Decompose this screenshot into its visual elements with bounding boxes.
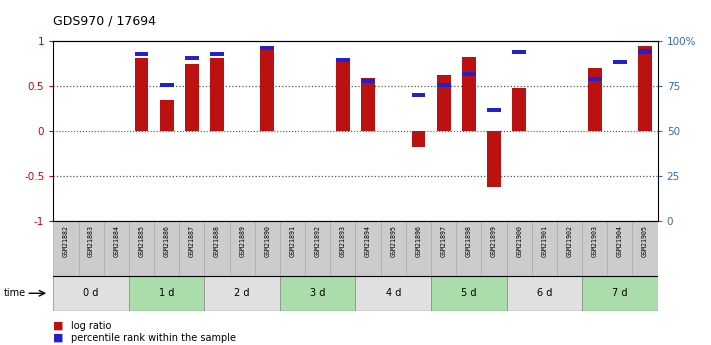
- Bar: [462, 72, 476, 76]
- Bar: [134, 52, 149, 56]
- Bar: [481, 221, 506, 276]
- Bar: [78, 221, 104, 276]
- Bar: [380, 221, 406, 276]
- Bar: [255, 221, 280, 276]
- Text: 6 d: 6 d: [537, 288, 552, 298]
- Bar: [205, 221, 230, 276]
- Text: GSM21889: GSM21889: [239, 225, 245, 257]
- Text: GSM21884: GSM21884: [113, 225, 119, 257]
- Bar: [431, 221, 456, 276]
- Bar: [160, 100, 173, 131]
- Bar: [129, 221, 154, 276]
- Text: GSM21901: GSM21901: [541, 225, 547, 257]
- Bar: [512, 88, 526, 131]
- Text: time: time: [4, 288, 26, 298]
- Bar: [134, 58, 149, 131]
- Bar: [582, 221, 607, 276]
- Bar: [613, 60, 627, 64]
- Text: GSM21882: GSM21882: [63, 225, 69, 257]
- Bar: [210, 58, 224, 131]
- Bar: [588, 68, 602, 131]
- Text: GSM21899: GSM21899: [491, 225, 497, 257]
- Text: GSM21892: GSM21892: [315, 225, 321, 257]
- Bar: [336, 58, 350, 61]
- Bar: [487, 131, 501, 187]
- Bar: [557, 221, 582, 276]
- Bar: [506, 276, 582, 310]
- Bar: [336, 60, 350, 131]
- Bar: [406, 221, 431, 276]
- Text: 1 d: 1 d: [159, 288, 174, 298]
- Bar: [487, 108, 501, 112]
- Bar: [512, 50, 526, 55]
- Text: 7 d: 7 d: [612, 288, 628, 298]
- Text: GSM21900: GSM21900: [516, 225, 522, 257]
- Text: GSM21904: GSM21904: [617, 225, 623, 257]
- Bar: [633, 221, 658, 276]
- Bar: [582, 276, 658, 310]
- Bar: [305, 221, 331, 276]
- Bar: [456, 221, 481, 276]
- Bar: [53, 221, 78, 276]
- Text: log ratio: log ratio: [71, 321, 112, 331]
- Bar: [205, 276, 280, 310]
- Text: 4 d: 4 d: [385, 288, 401, 298]
- Bar: [160, 83, 173, 87]
- Bar: [154, 221, 179, 276]
- Text: ■: ■: [53, 333, 64, 343]
- Text: GSM21896: GSM21896: [415, 225, 422, 257]
- Bar: [356, 276, 431, 310]
- Text: GSM21891: GSM21891: [289, 225, 296, 257]
- Text: ■: ■: [53, 321, 64, 331]
- Bar: [412, 131, 425, 147]
- Bar: [532, 221, 557, 276]
- Bar: [280, 221, 305, 276]
- Bar: [607, 221, 633, 276]
- Text: 0 d: 0 d: [83, 288, 99, 298]
- Text: GSM21888: GSM21888: [214, 225, 220, 257]
- Bar: [331, 221, 356, 276]
- Bar: [638, 46, 652, 131]
- Text: GDS970 / 17694: GDS970 / 17694: [53, 14, 156, 28]
- Bar: [280, 276, 356, 310]
- Bar: [506, 221, 532, 276]
- Bar: [638, 49, 652, 53]
- Bar: [462, 57, 476, 131]
- Bar: [260, 46, 274, 50]
- Text: GSM21883: GSM21883: [88, 225, 94, 257]
- Bar: [437, 76, 451, 131]
- Bar: [179, 221, 205, 276]
- Bar: [53, 276, 129, 310]
- Bar: [104, 221, 129, 276]
- Bar: [431, 276, 506, 310]
- Text: 2 d: 2 d: [235, 288, 250, 298]
- Text: GSM21898: GSM21898: [466, 225, 472, 257]
- Bar: [361, 79, 375, 83]
- Text: GSM21893: GSM21893: [340, 225, 346, 257]
- Text: percentile rank within the sample: percentile rank within the sample: [71, 333, 236, 343]
- Text: GSM21895: GSM21895: [390, 225, 396, 257]
- Text: 3 d: 3 d: [310, 288, 326, 298]
- Text: GSM21897: GSM21897: [441, 225, 447, 257]
- Bar: [185, 56, 199, 60]
- Bar: [356, 221, 380, 276]
- Bar: [412, 92, 425, 97]
- Text: GSM21902: GSM21902: [567, 225, 572, 257]
- Text: GSM21885: GSM21885: [139, 225, 144, 257]
- Text: GSM21886: GSM21886: [164, 225, 170, 257]
- Bar: [129, 276, 205, 310]
- Bar: [361, 78, 375, 131]
- Bar: [230, 221, 255, 276]
- Text: 5 d: 5 d: [461, 288, 476, 298]
- Text: GSM21890: GSM21890: [264, 225, 270, 257]
- Bar: [185, 64, 199, 131]
- Bar: [210, 52, 224, 56]
- Bar: [260, 46, 274, 131]
- Text: GSM21887: GSM21887: [189, 225, 195, 257]
- Text: GSM21894: GSM21894: [365, 225, 371, 257]
- Text: GSM21903: GSM21903: [592, 225, 598, 257]
- Bar: [437, 83, 451, 87]
- Bar: [588, 77, 602, 81]
- Text: GSM21905: GSM21905: [642, 225, 648, 257]
